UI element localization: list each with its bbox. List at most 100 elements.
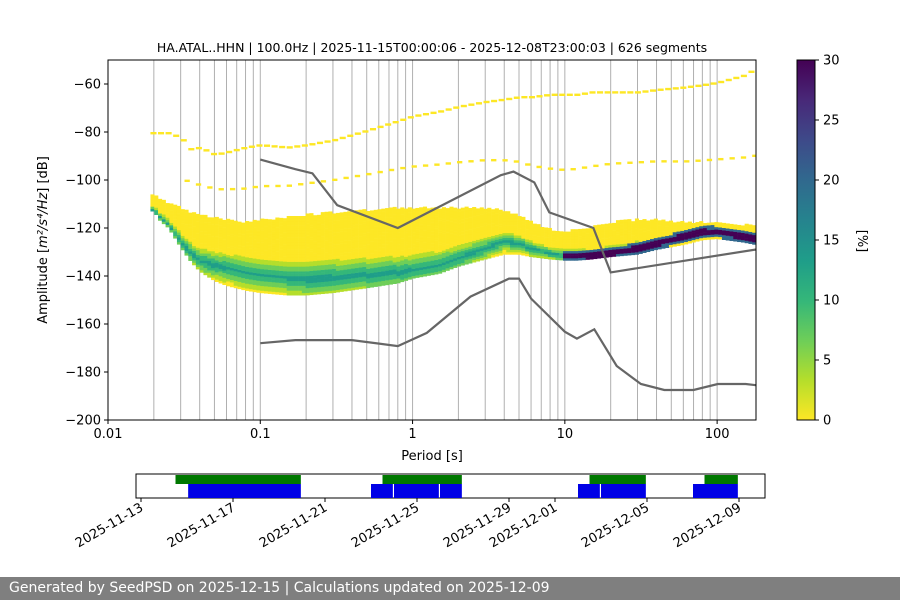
psd-cell [282, 278, 287, 281]
psd-cell [388, 269, 393, 273]
psd-cell [184, 228, 189, 232]
psd-cell [687, 238, 692, 242]
psd-cell [214, 274, 219, 278]
psd-cell [593, 246, 598, 250]
psd-cell [475, 208, 481, 212]
psd-cell [294, 247, 299, 250]
psd-cell [165, 132, 172, 135]
psd-cell [547, 249, 552, 253]
psd-cell [192, 224, 197, 227]
psd-cell [313, 222, 318, 226]
psd-cell [176, 241, 182, 245]
psd-cell [385, 256, 390, 259]
psd-cell [207, 241, 212, 245]
psd-cell [706, 225, 711, 228]
psd-cell [373, 238, 378, 242]
psd-cell [441, 245, 446, 249]
psd-cell [354, 279, 359, 283]
psd-cell [316, 282, 322, 285]
psd-cell [286, 256, 291, 260]
psd-cell [396, 213, 401, 217]
psd-cell [214, 257, 219, 261]
psd-cell [161, 211, 166, 215]
psd-cell [275, 231, 280, 235]
psd-cell [332, 263, 337, 267]
psd-cell [214, 264, 219, 268]
psd-cell [275, 275, 280, 278]
psd-cell [422, 252, 428, 255]
psd-cell [388, 217, 393, 220]
psd-cell [634, 247, 639, 250]
psd-cell [214, 252, 219, 256]
psd-cell [282, 266, 287, 269]
psd-cell [680, 235, 685, 239]
psd-cell [377, 235, 382, 239]
psd-cell [570, 250, 575, 254]
psd-cell [729, 233, 734, 237]
psd-cell [396, 273, 401, 277]
psd-cell [615, 220, 621, 223]
psd-cell [540, 253, 545, 257]
psd-cell [419, 245, 424, 249]
psd-cell [513, 244, 518, 248]
psd-cell [192, 212, 197, 215]
psd-cell [188, 217, 193, 221]
psd-cell [536, 240, 541, 244]
psd-cell [203, 217, 208, 220]
psd-cell [354, 282, 359, 285]
psd-cell [407, 245, 412, 249]
psd-cell [301, 273, 306, 277]
psd-cell [313, 279, 318, 283]
psd-cell [263, 288, 269, 292]
psd-cell [555, 245, 560, 249]
psd-cell [426, 251, 431, 255]
psd-cell [525, 234, 530, 238]
psd-cell [668, 237, 674, 241]
psd-cell [226, 228, 231, 232]
psd-cell [706, 158, 713, 162]
psd-cell [313, 265, 318, 269]
psd-cell [479, 212, 484, 215]
psd-cell [248, 279, 253, 282]
psd-cell [619, 241, 624, 245]
psd-cell [301, 276, 306, 279]
psd-cell [335, 236, 340, 240]
psd-cell [400, 233, 405, 237]
psd-cell [343, 276, 348, 280]
psd-cell [411, 273, 416, 277]
psd-cell [676, 231, 681, 234]
psd-cell [475, 225, 481, 228]
psd-cell [676, 236, 681, 239]
psd-cell [233, 249, 238, 253]
psd-cell [710, 224, 715, 228]
psd-cell [294, 271, 299, 274]
psd-cell [328, 240, 333, 243]
psd-cell [631, 252, 636, 256]
psd-cell [237, 284, 242, 287]
psd-cell [195, 259, 200, 263]
psd-cell [385, 236, 390, 240]
psd-cell [298, 254, 303, 258]
psd-cell [642, 226, 647, 229]
psd-cell [335, 280, 340, 283]
psd-cell [328, 285, 333, 289]
psd-cell [687, 231, 692, 234]
psd-cell [241, 187, 247, 190]
psd-cell [699, 225, 704, 229]
psd-cell [377, 211, 382, 215]
psd-cell [294, 235, 299, 238]
psd-cell [718, 229, 723, 233]
psd-cell [570, 248, 575, 252]
psd-cell [245, 266, 250, 270]
psd-cell [434, 223, 439, 227]
psd-cell [237, 269, 242, 273]
psd-cell [207, 238, 212, 242]
psd-cell [615, 222, 621, 226]
psd-cell [222, 279, 227, 283]
psd-cell [324, 228, 329, 232]
psd-cell [593, 225, 598, 228]
psd-cell [517, 240, 522, 243]
psd-cell [544, 239, 549, 243]
psd-cell [199, 241, 204, 244]
psd-cell [627, 228, 632, 232]
